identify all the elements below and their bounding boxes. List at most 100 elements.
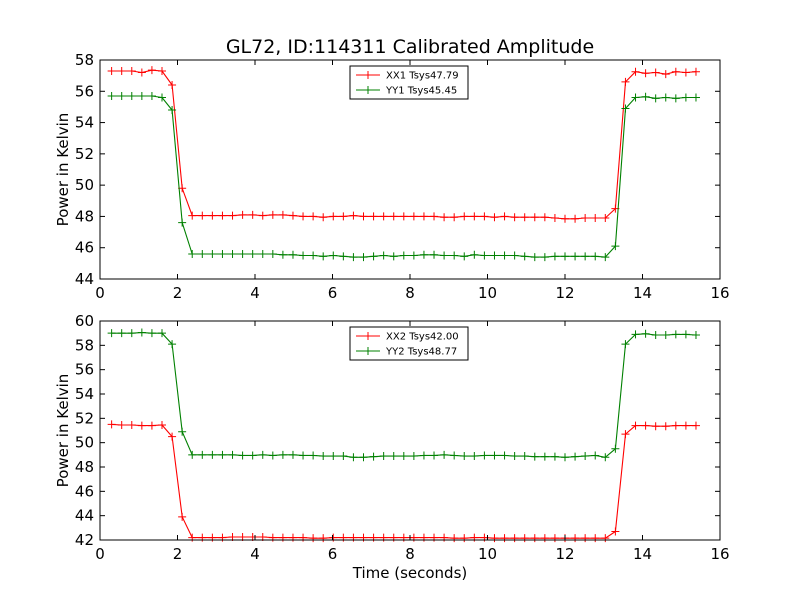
data-point — [530, 452, 539, 461]
legend-label: YY2 Tsys48.77 — [385, 347, 457, 358]
data-point — [520, 252, 529, 261]
data-point — [349, 453, 358, 462]
data-point — [591, 213, 600, 222]
data-point — [168, 81, 177, 90]
data-point — [540, 213, 549, 222]
y-axis-label: Power in Kelvin — [54, 113, 72, 227]
data-point — [681, 330, 690, 339]
data-point — [288, 250, 297, 259]
data-point — [147, 329, 156, 338]
data-point — [480, 451, 489, 460]
data-point — [430, 451, 439, 460]
data-point — [681, 93, 690, 102]
data-point — [278, 210, 287, 219]
y-tick-label: 42 — [75, 531, 94, 549]
data-point — [127, 329, 136, 338]
data-point — [319, 534, 328, 543]
data-point — [218, 211, 227, 220]
data-point — [550, 213, 559, 222]
data-point — [601, 534, 610, 543]
data-point — [450, 213, 459, 222]
data-point — [550, 534, 559, 543]
data-point — [661, 93, 670, 102]
data-point — [631, 421, 640, 430]
data-point — [127, 66, 136, 75]
data-point — [561, 453, 569, 462]
data-point — [450, 451, 459, 460]
data-point — [631, 67, 640, 76]
data-point — [319, 213, 328, 222]
data-point — [299, 451, 308, 460]
data-point — [309, 251, 318, 260]
legend-marker — [364, 86, 372, 94]
data-point — [218, 249, 227, 258]
data-point — [238, 451, 247, 460]
data-point — [107, 329, 116, 338]
data-point — [561, 252, 569, 261]
y-tick-label: 56 — [75, 361, 94, 379]
data-point — [268, 451, 277, 460]
y-tick-label: 52 — [75, 409, 94, 427]
legend-marker — [364, 347, 372, 355]
data-point — [460, 452, 469, 461]
data-point — [158, 93, 166, 102]
data-point — [530, 213, 539, 222]
data-point — [399, 212, 408, 221]
data-point — [117, 66, 126, 75]
data-point — [621, 430, 630, 439]
data-point — [641, 92, 650, 101]
y-tick-label: 50 — [75, 434, 94, 452]
data-point — [440, 213, 449, 222]
data-point — [591, 252, 600, 261]
y-tick-label: 54 — [75, 385, 94, 403]
data-point — [520, 534, 529, 543]
data-point — [530, 253, 539, 262]
data-point — [631, 330, 640, 339]
data-point — [158, 329, 166, 338]
data-point — [349, 211, 358, 220]
y-tick-label: 60 — [75, 312, 94, 330]
y-axis-label: Power in Kelvin — [54, 374, 72, 488]
x-tick-label: 2 — [173, 284, 183, 302]
x-tick-label: 12 — [555, 284, 574, 302]
data-point — [510, 213, 519, 222]
series-line-2-1 — [111, 423, 696, 539]
data-point — [168, 106, 177, 115]
data-point — [369, 252, 378, 261]
data-point — [601, 253, 610, 262]
data-point — [107, 420, 116, 429]
data-point — [228, 450, 237, 459]
data-point — [339, 252, 348, 261]
data-point — [409, 452, 418, 461]
data-point — [137, 328, 146, 337]
data-point — [641, 421, 650, 430]
data-point — [359, 212, 368, 221]
data-point — [147, 66, 156, 75]
data-point — [409, 251, 418, 260]
data-point — [500, 534, 509, 543]
data-point — [379, 212, 388, 221]
data-point — [651, 330, 660, 339]
legend-box — [349, 65, 469, 100]
data-point — [258, 249, 267, 258]
data-point — [581, 452, 590, 461]
data-point — [137, 91, 146, 100]
data-point — [611, 444, 620, 453]
data-point — [137, 421, 146, 430]
data-point — [248, 210, 257, 219]
data-point — [460, 252, 469, 261]
data-point — [248, 249, 257, 258]
data-point — [178, 512, 187, 521]
data-point — [399, 251, 408, 260]
data-point — [359, 253, 368, 262]
data-point — [611, 242, 620, 251]
data-point — [198, 211, 207, 220]
data-point — [641, 329, 650, 338]
data-point — [490, 451, 499, 460]
data-point — [490, 534, 499, 543]
data-point — [510, 452, 519, 461]
data-point — [309, 451, 318, 460]
data-point — [681, 68, 690, 77]
